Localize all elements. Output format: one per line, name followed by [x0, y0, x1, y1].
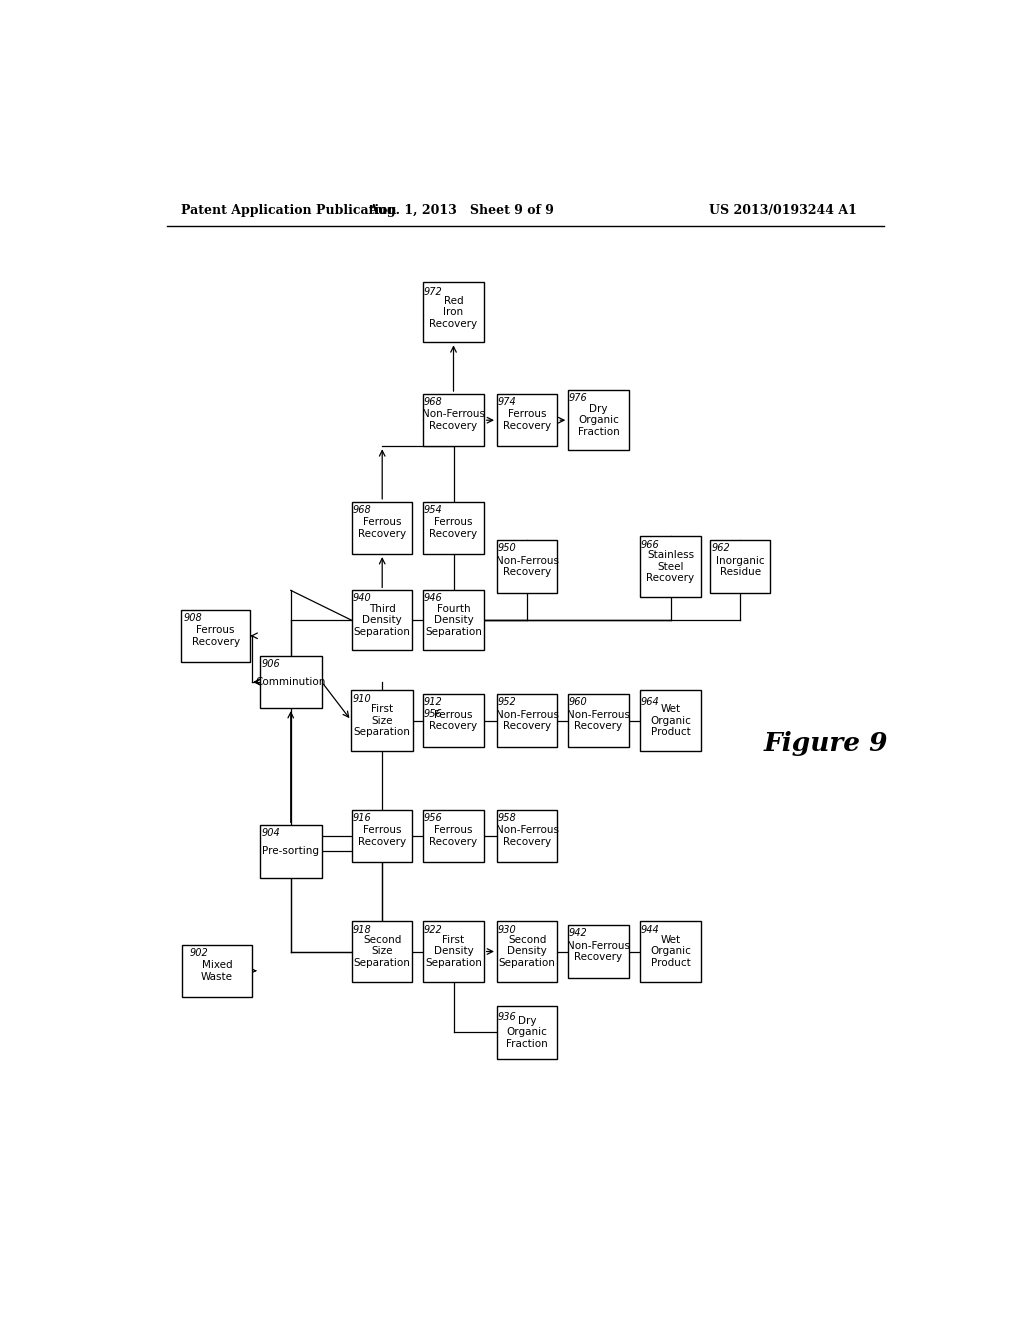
Bar: [423, 810, 483, 862]
Text: 946: 946: [424, 594, 442, 603]
Bar: [182, 945, 252, 997]
Text: 960: 960: [569, 697, 588, 708]
Text: 918: 918: [352, 924, 372, 935]
Text: Ferrous
Recovery: Ferrous Recovery: [191, 624, 240, 647]
Text: Mixed
Waste: Mixed Waste: [201, 960, 233, 982]
Text: 962: 962: [712, 544, 730, 553]
Bar: [423, 921, 483, 982]
Text: 912
956: 912 956: [424, 697, 442, 719]
Bar: [497, 1006, 557, 1059]
Text: 956: 956: [424, 813, 442, 822]
Text: Pre-sorting: Pre-sorting: [262, 846, 319, 857]
Text: Third
Density
Separation: Third Density Separation: [353, 603, 411, 638]
Text: Wet
Organic
Product: Wet Organic Product: [650, 935, 691, 968]
Text: 940: 940: [352, 594, 372, 603]
Bar: [568, 925, 629, 978]
Bar: [423, 590, 483, 651]
Text: Non-Ferrous
Recovery: Non-Ferrous Recovery: [422, 409, 485, 432]
Text: Dry
Organic
Fraction: Dry Organic Fraction: [506, 1016, 548, 1049]
Text: 968: 968: [424, 397, 442, 407]
Text: 974: 974: [498, 397, 516, 407]
Text: Non-Ferrous
Recovery: Non-Ferrous Recovery: [567, 710, 630, 731]
Text: US 2013/0193244 A1: US 2013/0193244 A1: [710, 205, 857, 218]
Text: Inorganic
Residue: Inorganic Residue: [716, 556, 765, 577]
Text: 916: 916: [352, 813, 372, 822]
Bar: [423, 502, 483, 554]
Text: Ferrous
Recovery: Ferrous Recovery: [429, 825, 477, 847]
Text: Ferrous
Recovery: Ferrous Recovery: [358, 517, 407, 539]
Text: 954: 954: [424, 506, 442, 515]
Bar: [497, 540, 557, 593]
Text: Non-Ferrous
Recovery: Non-Ferrous Recovery: [567, 941, 630, 962]
Bar: [640, 536, 700, 597]
Bar: [352, 590, 413, 651]
Text: 904: 904: [261, 829, 280, 838]
Text: 902: 902: [190, 948, 209, 957]
Bar: [497, 921, 557, 982]
Bar: [710, 540, 770, 593]
Text: Comminution: Comminution: [256, 677, 326, 686]
Bar: [497, 694, 557, 747]
Text: Wet
Organic
Product: Wet Organic Product: [650, 704, 691, 737]
Bar: [423, 282, 483, 342]
Text: Ferrous
Recovery: Ferrous Recovery: [503, 409, 551, 432]
Bar: [260, 656, 322, 708]
Text: 966: 966: [641, 540, 659, 550]
Bar: [568, 694, 629, 747]
Text: Ferrous
Recovery: Ferrous Recovery: [429, 517, 477, 539]
Text: 968: 968: [352, 506, 372, 515]
Text: 976: 976: [569, 393, 588, 403]
Text: 944: 944: [641, 924, 659, 935]
Text: Non-Ferrous
Recovery: Non-Ferrous Recovery: [496, 556, 559, 577]
Text: 908: 908: [183, 612, 203, 623]
Bar: [497, 810, 557, 862]
Text: 910: 910: [352, 693, 372, 704]
Bar: [260, 825, 322, 878]
Bar: [352, 921, 413, 982]
Bar: [497, 395, 557, 446]
Bar: [640, 921, 700, 982]
Text: 942: 942: [569, 928, 588, 939]
Text: 930: 930: [498, 924, 516, 935]
Text: Non-Ferrous
Recovery: Non-Ferrous Recovery: [496, 825, 559, 847]
Text: Fourth
Density
Separation: Fourth Density Separation: [425, 603, 482, 638]
Text: Second
Density
Separation: Second Density Separation: [499, 935, 556, 968]
Bar: [568, 391, 629, 450]
Text: Dry
Organic
Fraction: Dry Organic Fraction: [578, 404, 620, 437]
Text: 964: 964: [641, 697, 659, 708]
Text: 972: 972: [424, 286, 442, 297]
Text: 906: 906: [261, 659, 280, 669]
Bar: [423, 694, 483, 747]
Text: 936: 936: [498, 1011, 516, 1022]
Text: Aug. 1, 2013   Sheet 9 of 9: Aug. 1, 2013 Sheet 9 of 9: [369, 205, 554, 218]
Text: First
Size
Separation: First Size Separation: [353, 704, 411, 737]
Bar: [423, 395, 483, 446]
Text: Stainless
Steel
Recovery: Stainless Steel Recovery: [646, 550, 694, 583]
Text: 958: 958: [498, 813, 516, 822]
Text: Ferrous
Recovery: Ferrous Recovery: [429, 710, 477, 731]
Bar: [640, 690, 700, 751]
Text: Red
Iron
Recovery: Red Iron Recovery: [429, 296, 477, 329]
Text: Second
Size
Separation: Second Size Separation: [353, 935, 411, 968]
Text: 922: 922: [424, 924, 442, 935]
Text: First
Density
Separation: First Density Separation: [425, 935, 482, 968]
Bar: [352, 502, 413, 554]
Text: 952: 952: [498, 697, 516, 708]
Bar: [180, 610, 251, 663]
Text: 950: 950: [498, 544, 516, 553]
Text: Ferrous
Recovery: Ferrous Recovery: [358, 825, 407, 847]
Text: Non-Ferrous
Recovery: Non-Ferrous Recovery: [496, 710, 559, 731]
Text: Figure 9: Figure 9: [764, 731, 888, 756]
Bar: [352, 810, 413, 862]
Text: Patent Application Publication: Patent Application Publication: [180, 205, 396, 218]
Bar: [351, 690, 414, 751]
